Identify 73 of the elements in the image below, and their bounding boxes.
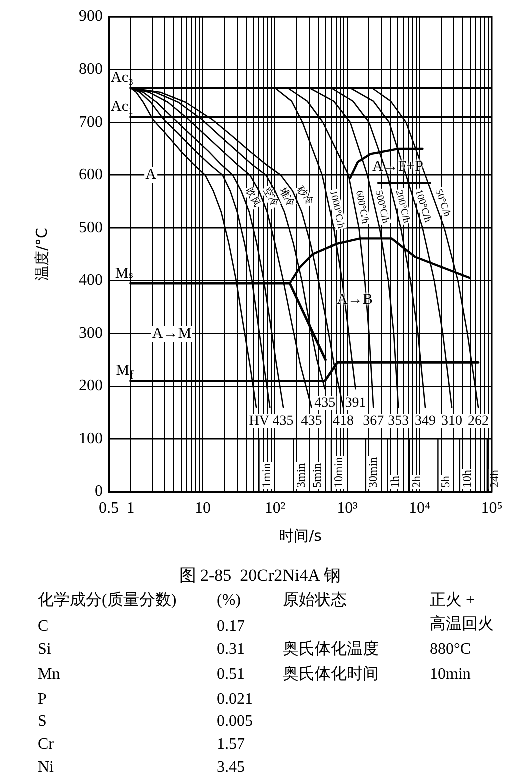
text: 砂冷: [294, 183, 316, 208]
text: 化学成分(质量分数): [38, 590, 177, 611]
ref-line-label: 2h: [410, 476, 424, 488]
text: 1.57: [217, 735, 245, 755]
text: 0.021: [217, 690, 253, 710]
text: Si: [38, 640, 52, 660]
ref-line-label: 3min: [294, 463, 308, 488]
ref-line-label: 10h: [460, 470, 474, 488]
text: 10min: [430, 665, 471, 685]
text: 1000°C/h: [328, 190, 346, 230]
ref-line-label: 5h: [438, 476, 452, 488]
y-tick-label: 700: [79, 114, 103, 131]
text: 600°C/h: [353, 190, 371, 225]
annotation: 349: [414, 414, 436, 430]
text: 880°C: [430, 640, 472, 660]
text: 500°C/h: [372, 190, 392, 225]
y-tick-label: 500: [79, 219, 103, 236]
x-tick-label: 10²: [264, 500, 286, 517]
y-tick-label: 800: [79, 60, 103, 78]
x-tick-label: 1: [126, 500, 135, 517]
text: 空冷: [260, 185, 282, 209]
x-tick-label: 0.5: [99, 500, 119, 517]
x-axis-title: 时间/s: [279, 526, 322, 545]
ref-line-label: 5min: [310, 463, 324, 488]
y-tick-label: 900: [79, 8, 103, 26]
x-tick-label: 10⁴: [408, 500, 431, 517]
text: Cr: [38, 735, 54, 755]
y-tick-label: 300: [79, 324, 103, 342]
ref-line-label: 30min: [366, 457, 380, 488]
y-tick-label: 100: [79, 430, 103, 448]
annotation: A: [144, 167, 158, 183]
annotation: 435: [314, 396, 336, 411]
y-tick-label: 600: [79, 166, 103, 184]
ref-line-label: 1min: [259, 463, 274, 488]
text: 3.45: [217, 758, 245, 778]
annotation: 435: [301, 414, 322, 430]
y-tick-label: 0: [95, 483, 103, 500]
annotation: 262: [468, 414, 489, 430]
text: 图 2-85 20Cr2Ni4A 钢: [178, 566, 342, 586]
x-tick-label: 10: [195, 500, 211, 517]
annotation: 391: [345, 396, 366, 411]
text: 奥氏体化时间: [283, 664, 379, 685]
annotation: 310: [442, 414, 463, 430]
annotation: 418: [332, 414, 354, 430]
series-label: M$_{f}$: [116, 363, 134, 384]
text: 200°C/h: [393, 189, 412, 224]
y-tick-label: 200: [79, 378, 103, 395]
text: (%): [217, 591, 241, 611]
x-tick-label: 10⁵: [481, 500, 503, 517]
annotation: 353: [388, 414, 410, 430]
text: Mn: [38, 665, 60, 685]
ref-line-label: 1h: [388, 476, 402, 488]
text: S: [38, 712, 47, 732]
text: 0.005: [217, 712, 253, 732]
text: 奥氏体化温度: [283, 640, 379, 660]
annotation: A→M: [151, 326, 193, 342]
text: 吹风: [243, 186, 262, 210]
x-tick-label: 10³: [337, 500, 358, 517]
text: 原始状态: [283, 590, 347, 611]
annotation: HV 435: [249, 414, 294, 430]
text: C: [38, 617, 49, 637]
text: 正火 + 高温回火: [430, 590, 495, 635]
ref-line-label: 10min: [332, 457, 346, 488]
text: P: [38, 690, 47, 710]
y-axis-title: 温度/°C: [32, 228, 51, 282]
annotation: 367: [363, 414, 384, 430]
text: 0.51: [217, 665, 245, 685]
text: 0.17: [217, 617, 245, 637]
text: 50°C/h: [432, 188, 453, 219]
text: 0.31: [217, 640, 245, 660]
text: Ni: [38, 758, 54, 778]
y-tick-label: 400: [79, 272, 103, 290]
text: 100°C/h: [412, 188, 434, 224]
